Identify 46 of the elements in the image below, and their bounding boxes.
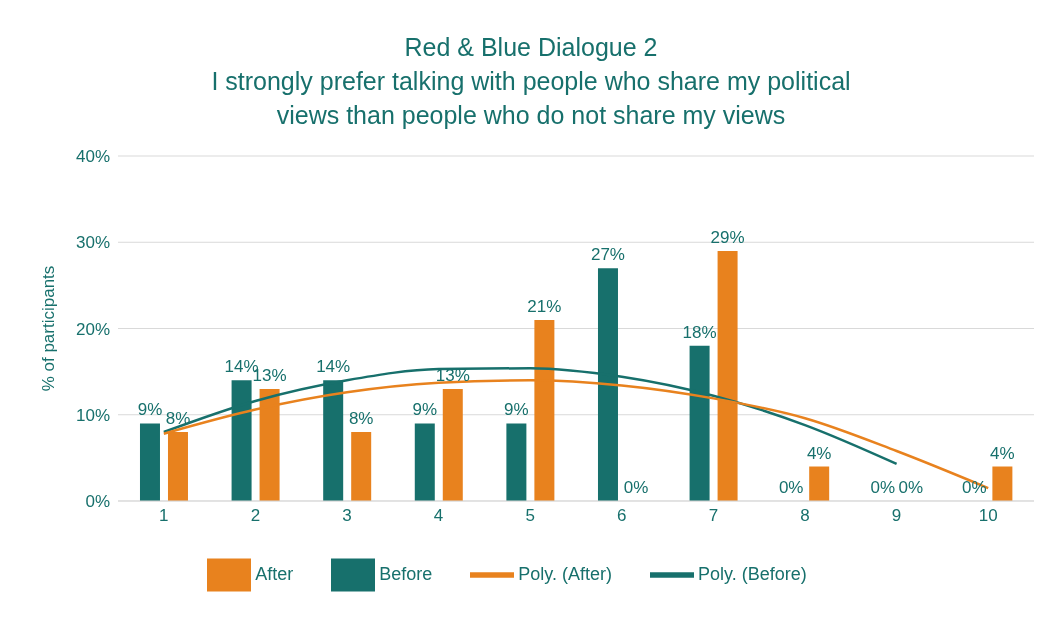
data-label: 18% [682, 322, 717, 342]
legend-label: After [255, 563, 294, 584]
bar [351, 432, 372, 501]
data-label: 27% [590, 245, 625, 265]
legend-label: Poly. (After) [518, 563, 613, 584]
data-label: 0% [870, 477, 896, 497]
data-label: 8% [348, 409, 374, 428]
data-label: 4% [990, 443, 1015, 463]
bar [139, 423, 160, 501]
y-tick-label: 10% [75, 405, 110, 425]
x-tick-label: 1 [159, 506, 169, 526]
x-tick-label: 9 [891, 506, 902, 526]
data-label: 0% [778, 477, 804, 497]
bar [506, 423, 527, 501]
bar [414, 423, 435, 501]
data-label: 9% [504, 400, 529, 420]
y-tick-label: 20% [75, 319, 110, 339]
x-tick-label: 5 [525, 506, 535, 526]
data-label: 21% [527, 296, 562, 316]
data-label: 9% [137, 400, 163, 420]
y-tick-label: 40% [75, 147, 110, 167]
bar [809, 466, 830, 501]
x-tick-label: 10 [978, 506, 998, 526]
chart-title: Red & Blue Dialogue 2 [404, 33, 658, 61]
x-tick-label: 2 [250, 506, 261, 526]
x-tick-label: 6 [617, 506, 627, 526]
legend-label: Poly. (Before) [698, 563, 807, 584]
y-axis-title: % of participants [39, 265, 59, 392]
data-label: 29% [710, 227, 745, 247]
data-label: 14% [316, 357, 351, 377]
y-tick-label: 30% [75, 233, 110, 253]
x-tick-label: 3 [342, 506, 352, 526]
bar [442, 388, 463, 501]
data-label: 4% [806, 443, 832, 463]
bar [992, 466, 1013, 501]
data-label: 0% [962, 477, 987, 497]
data-label: 0% [623, 477, 649, 497]
x-tick-label: 7 [708, 506, 719, 526]
y-tick-label: 0% [85, 492, 110, 512]
data-label: 0% [898, 477, 924, 497]
x-tick-label: 8 [800, 506, 810, 526]
chart-subtitle: I strongly prefer talking with people who share my political views than people who do not share my views [211, 67, 851, 129]
data-label: 8% [165, 409, 191, 428]
data-label: 9% [412, 400, 438, 420]
legend-label: Before [379, 563, 433, 584]
x-tick-label: 4 [433, 506, 444, 526]
